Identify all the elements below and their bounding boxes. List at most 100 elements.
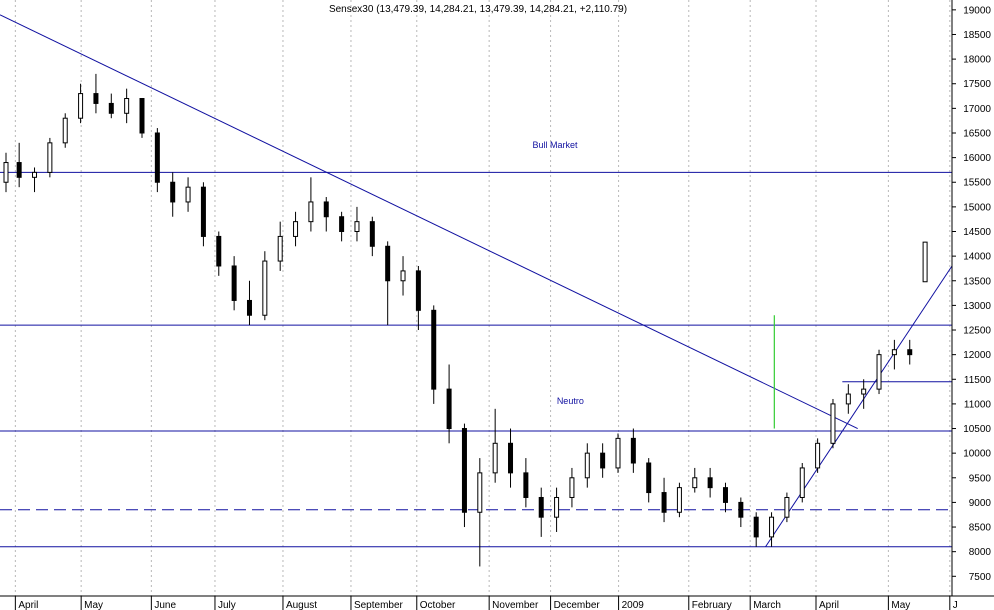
candle-body xyxy=(108,102,114,114)
candle xyxy=(246,280,252,326)
y-tick-label: 17000 xyxy=(963,104,991,115)
trend-line xyxy=(765,265,953,548)
candle-body xyxy=(308,201,314,223)
candle-body xyxy=(738,501,744,518)
candle xyxy=(308,177,314,232)
candle-body xyxy=(185,186,191,203)
candle-body xyxy=(385,245,391,282)
candle-body xyxy=(707,477,713,489)
candle-body xyxy=(907,349,913,356)
x-tick-label: May xyxy=(84,600,103,610)
candle xyxy=(47,137,53,178)
candle-body xyxy=(538,496,544,518)
x-tick-label: April xyxy=(18,600,38,610)
x-tick-label: 2009 xyxy=(622,600,645,610)
candle xyxy=(523,458,529,508)
y-tick-label: 9500 xyxy=(969,473,992,484)
candle xyxy=(738,497,744,528)
candle xyxy=(554,487,560,532)
candle xyxy=(845,384,851,414)
candle xyxy=(93,73,99,114)
y-tick-label: 18000 xyxy=(963,55,991,66)
candle-body xyxy=(231,265,237,301)
x-tick-label: July xyxy=(218,600,236,610)
candle xyxy=(216,231,222,276)
candle xyxy=(861,379,867,409)
candle-body xyxy=(876,354,882,390)
y-tick-label: 15000 xyxy=(963,202,991,213)
y-tick-label: 19000 xyxy=(963,5,991,16)
candle-body xyxy=(78,93,84,119)
candle-body xyxy=(815,442,821,469)
x-tick-label: November xyxy=(492,600,539,610)
x-tick-label: April xyxy=(819,600,839,610)
candle xyxy=(78,83,84,124)
candle xyxy=(876,349,882,395)
candle xyxy=(431,305,437,404)
candle xyxy=(139,98,145,138)
candle-body xyxy=(722,487,728,503)
candle xyxy=(108,93,114,119)
candle xyxy=(492,408,498,483)
candle xyxy=(753,512,759,547)
y-tick-label: 10000 xyxy=(963,449,991,460)
candle xyxy=(661,477,667,523)
candle-body xyxy=(415,270,421,311)
candle-body xyxy=(661,492,667,513)
candle-body xyxy=(16,162,22,178)
candle xyxy=(200,182,206,247)
candle-body xyxy=(799,467,805,498)
candle-body xyxy=(293,221,299,237)
y-tick-label: 8000 xyxy=(969,547,992,558)
candle-body xyxy=(477,472,483,513)
candle xyxy=(170,172,176,217)
x-tick-label: June xyxy=(154,600,176,610)
y-tick-label: 12500 xyxy=(963,326,991,337)
candle xyxy=(461,423,467,528)
x-tick-label: May xyxy=(891,600,910,610)
candle xyxy=(16,142,22,188)
candle-body xyxy=(692,477,698,489)
x-tick-label: March xyxy=(753,600,781,610)
candle-body xyxy=(615,437,621,469)
candle xyxy=(62,113,68,148)
y-tick-label: 17500 xyxy=(963,79,991,90)
y-tick-label: 14000 xyxy=(963,252,991,263)
y-tick-label: 18500 xyxy=(963,30,991,41)
candle xyxy=(676,482,682,518)
candle xyxy=(32,167,38,193)
y-tick-label: 13500 xyxy=(963,276,991,287)
annotation-label: Bull Market xyxy=(532,140,578,150)
candle-body xyxy=(600,452,606,469)
candle xyxy=(600,443,606,478)
candle-body xyxy=(262,260,268,316)
x-tick-label: September xyxy=(354,600,404,610)
candle-body xyxy=(400,270,406,282)
candle xyxy=(154,128,160,193)
candle-body xyxy=(554,496,560,518)
candle xyxy=(400,256,406,296)
candle xyxy=(615,433,621,473)
x-tick-label: August xyxy=(286,600,317,610)
candle xyxy=(907,339,913,365)
candle xyxy=(830,398,836,449)
y-tick-label: 9000 xyxy=(969,498,992,509)
candle-body xyxy=(891,349,897,356)
candle-body xyxy=(62,117,68,144)
candle-body xyxy=(154,132,160,183)
candle xyxy=(538,487,544,537)
y-tick-label: 16000 xyxy=(963,153,991,164)
candle xyxy=(569,467,575,508)
candle-body xyxy=(523,472,529,498)
candle-body xyxy=(845,393,851,405)
candle xyxy=(231,256,237,311)
annotations: Bull Market Neutro xyxy=(532,140,583,406)
candle-body xyxy=(492,442,498,474)
candle-body xyxy=(569,477,575,498)
candle-body xyxy=(277,235,283,262)
candle-body xyxy=(3,162,9,183)
candle xyxy=(477,458,483,567)
candle-body xyxy=(323,201,329,218)
candle-body xyxy=(676,487,682,513)
candle-body xyxy=(369,221,375,247)
